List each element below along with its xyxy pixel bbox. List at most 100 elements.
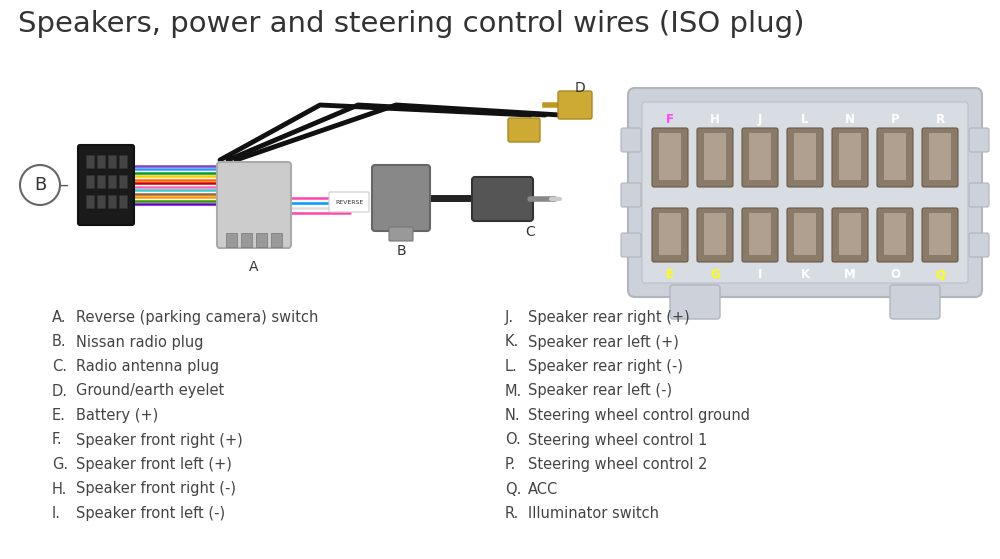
Text: P.: P. <box>505 457 516 472</box>
FancyBboxPatch shape <box>389 227 413 241</box>
Bar <box>86 175 94 188</box>
Text: C: C <box>525 225 535 239</box>
Bar <box>119 195 127 208</box>
Text: Speaker front left (-): Speaker front left (-) <box>76 506 225 521</box>
Text: N.: N. <box>505 408 521 423</box>
Text: Speaker rear right (-): Speaker rear right (-) <box>528 359 683 374</box>
Text: E: E <box>666 268 674 281</box>
Text: Ground/earth eyelet: Ground/earth eyelet <box>76 383 224 399</box>
Text: L: L <box>801 113 809 126</box>
FancyBboxPatch shape <box>749 133 771 180</box>
FancyBboxPatch shape <box>628 88 982 297</box>
FancyBboxPatch shape <box>794 213 816 255</box>
Text: E.: E. <box>52 408 66 423</box>
FancyBboxPatch shape <box>884 213 906 255</box>
Text: L.: L. <box>505 359 518 374</box>
Bar <box>271 233 282 247</box>
Text: B.: B. <box>52 334 67 349</box>
Bar <box>119 155 127 168</box>
FancyBboxPatch shape <box>787 208 823 262</box>
Bar <box>108 175 116 188</box>
FancyBboxPatch shape <box>670 285 720 319</box>
Text: Steering wheel control 2: Steering wheel control 2 <box>528 457 708 472</box>
Text: I.: I. <box>52 506 61 521</box>
FancyBboxPatch shape <box>642 102 968 283</box>
FancyBboxPatch shape <box>558 91 592 119</box>
Text: A: A <box>249 260 259 274</box>
Text: Speaker rear left (+): Speaker rear left (+) <box>528 334 679 349</box>
Text: M.: M. <box>505 383 522 399</box>
FancyBboxPatch shape <box>372 165 430 231</box>
Text: J: J <box>758 113 762 126</box>
FancyBboxPatch shape <box>749 213 771 255</box>
FancyBboxPatch shape <box>922 208 958 262</box>
Text: A.: A. <box>52 310 66 325</box>
FancyBboxPatch shape <box>652 208 688 262</box>
FancyBboxPatch shape <box>652 128 688 187</box>
Text: R: R <box>935 113 945 126</box>
Text: M: M <box>844 268 856 281</box>
Text: G.: G. <box>52 457 68 472</box>
Text: Reverse (parking camera) switch: Reverse (parking camera) switch <box>76 310 318 325</box>
Text: B: B <box>396 244 406 258</box>
FancyBboxPatch shape <box>78 145 134 225</box>
Text: K: K <box>800 268 810 281</box>
Text: O.: O. <box>505 433 521 448</box>
Text: Steering wheel control ground: Steering wheel control ground <box>528 408 750 423</box>
Text: R.: R. <box>505 506 519 521</box>
Circle shape <box>20 165 60 205</box>
FancyBboxPatch shape <box>704 213 726 255</box>
Bar <box>108 155 116 168</box>
FancyBboxPatch shape <box>742 128 778 187</box>
Text: Speaker front left (+): Speaker front left (+) <box>76 457 232 472</box>
Text: Illuminator switch: Illuminator switch <box>528 506 659 521</box>
Text: P: P <box>891 113 899 126</box>
FancyBboxPatch shape <box>329 192 369 212</box>
FancyBboxPatch shape <box>794 133 816 180</box>
Text: Nissan radio plug: Nissan radio plug <box>76 334 204 349</box>
FancyBboxPatch shape <box>659 133 681 180</box>
Text: F: F <box>666 113 674 126</box>
Text: H.: H. <box>52 481 67 496</box>
Text: B: B <box>34 176 46 194</box>
Text: O: O <box>890 268 900 281</box>
FancyBboxPatch shape <box>508 118 540 142</box>
Text: ACC: ACC <box>528 481 558 496</box>
FancyBboxPatch shape <box>877 208 913 262</box>
FancyBboxPatch shape <box>704 133 726 180</box>
FancyBboxPatch shape <box>884 133 906 180</box>
Text: Battery (+): Battery (+) <box>76 408 158 423</box>
FancyBboxPatch shape <box>621 233 641 257</box>
Text: Steering wheel control 1: Steering wheel control 1 <box>528 433 707 448</box>
FancyBboxPatch shape <box>877 128 913 187</box>
Text: I: I <box>758 268 762 281</box>
Bar <box>97 175 105 188</box>
Text: Speaker front right (+): Speaker front right (+) <box>76 433 243 448</box>
Bar <box>97 155 105 168</box>
FancyBboxPatch shape <box>621 128 641 152</box>
Text: J.: J. <box>505 310 514 325</box>
Text: Speaker rear right (+): Speaker rear right (+) <box>528 310 690 325</box>
Text: F.: F. <box>52 433 63 448</box>
Bar <box>86 195 94 208</box>
Bar <box>119 175 127 188</box>
Text: G: G <box>710 268 720 281</box>
Bar <box>86 155 94 168</box>
FancyBboxPatch shape <box>969 183 989 207</box>
Bar <box>97 195 105 208</box>
Text: D: D <box>575 81 586 95</box>
FancyBboxPatch shape <box>890 285 940 319</box>
Text: Q.: Q. <box>505 481 521 496</box>
FancyBboxPatch shape <box>839 213 861 255</box>
Bar <box>226 233 237 247</box>
FancyBboxPatch shape <box>697 128 733 187</box>
FancyBboxPatch shape <box>969 233 989 257</box>
Text: Speakers, power and steering control wires (ISO plug): Speakers, power and steering control wir… <box>18 10 804 38</box>
Text: D.: D. <box>52 383 68 399</box>
Bar <box>256 233 267 247</box>
Text: –: – <box>60 176 68 194</box>
FancyBboxPatch shape <box>929 213 951 255</box>
Text: Speaker front right (-): Speaker front right (-) <box>76 481 236 496</box>
FancyBboxPatch shape <box>472 177 533 221</box>
Text: Speaker rear left (-): Speaker rear left (-) <box>528 383 672 399</box>
